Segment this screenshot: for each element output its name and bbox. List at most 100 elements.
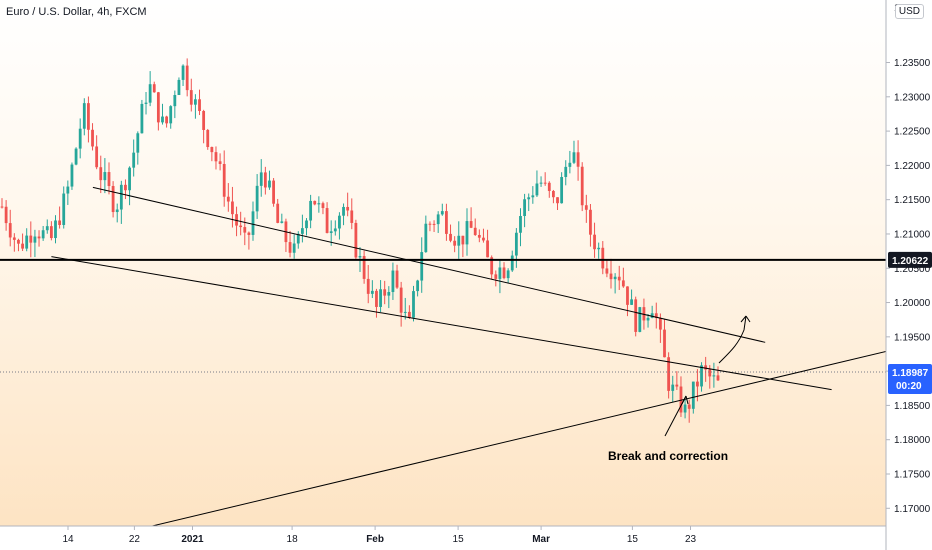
candle-body bbox=[358, 256, 362, 258]
annotation-text: Break and correction bbox=[608, 449, 728, 463]
candle-body bbox=[226, 196, 230, 202]
candle-body bbox=[325, 208, 329, 233]
candle-body bbox=[486, 240, 489, 258]
candle-body bbox=[222, 163, 226, 197]
y-tick-label: 1.21000 bbox=[894, 229, 931, 240]
y-tick-label: 1.23000 bbox=[894, 92, 931, 103]
candle-body bbox=[477, 234, 481, 238]
candle-body bbox=[403, 311, 407, 313]
candle-body bbox=[140, 103, 144, 134]
projection-arrowhead bbox=[740, 315, 751, 323]
candle-body bbox=[630, 299, 633, 305]
countdown-label: 00:20 bbox=[896, 381, 922, 392]
candle-body bbox=[453, 240, 457, 246]
candles bbox=[0, 58, 720, 423]
candle-body bbox=[21, 243, 24, 249]
candle-body bbox=[251, 211, 255, 235]
candle-body bbox=[78, 128, 82, 149]
candle-body bbox=[535, 183, 539, 196]
y-tick-label: 1.20500 bbox=[894, 264, 931, 275]
candle-body bbox=[309, 200, 313, 221]
candle-body bbox=[95, 146, 99, 168]
candle-body bbox=[712, 375, 716, 377]
candle-body bbox=[696, 381, 699, 387]
candle-body bbox=[173, 95, 177, 107]
candle-body bbox=[362, 256, 366, 279]
candle-body bbox=[99, 167, 103, 181]
candle-body bbox=[107, 172, 111, 187]
trendline-ascending-support[interactable] bbox=[67, 335, 932, 547]
candle-body bbox=[527, 197, 531, 200]
candle-body bbox=[152, 84, 156, 93]
candle-body bbox=[58, 220, 62, 225]
candle-body bbox=[321, 203, 325, 209]
candle-body bbox=[449, 233, 452, 241]
candle-body bbox=[667, 357, 671, 391]
candle-body bbox=[354, 222, 358, 258]
candle-body bbox=[428, 223, 432, 225]
candle-body bbox=[231, 201, 234, 215]
y-tick-label: 1.19500 bbox=[894, 332, 931, 343]
x-tick-label: Mar bbox=[532, 534, 550, 545]
candle-body bbox=[679, 386, 683, 413]
candle-body bbox=[288, 242, 292, 253]
candle-body bbox=[181, 65, 185, 80]
candle-body bbox=[103, 172, 107, 181]
candle-body bbox=[506, 270, 510, 279]
candle-body bbox=[383, 289, 387, 296]
candle-body bbox=[45, 226, 49, 231]
candle-body bbox=[255, 185, 259, 212]
candle-body bbox=[700, 365, 703, 387]
time-axis-panel[interactable] bbox=[0, 526, 886, 550]
candle-body bbox=[300, 228, 304, 234]
candle-body bbox=[218, 161, 222, 164]
candle-body bbox=[457, 235, 461, 246]
candle-body bbox=[646, 317, 650, 321]
candle-body bbox=[346, 206, 350, 211]
y-tick-label: 1.22000 bbox=[894, 161, 931, 172]
level-price-tag[interactable] bbox=[888, 251, 932, 268]
candle-body bbox=[292, 243, 296, 253]
candle-body bbox=[375, 290, 378, 307]
currency-badge[interactable]: USD bbox=[894, 4, 924, 19]
candle-body bbox=[313, 200, 317, 205]
candle-body bbox=[580, 166, 584, 206]
candle-body bbox=[210, 147, 214, 153]
current-price-tag[interactable] bbox=[888, 364, 932, 395]
y-tick-label: 1.22500 bbox=[894, 127, 931, 138]
candle-body bbox=[671, 384, 675, 391]
candle-body bbox=[461, 235, 465, 245]
candle-body bbox=[708, 369, 712, 377]
trendline-lower-descending[interactable] bbox=[51, 256, 832, 391]
current-price-label: 1.18987 bbox=[892, 368, 929, 379]
candle-body bbox=[305, 220, 308, 229]
candle-body bbox=[663, 329, 666, 358]
annotation-arrowhead bbox=[681, 395, 689, 405]
x-tick-label: 15 bbox=[453, 534, 465, 545]
candle-body bbox=[399, 287, 403, 313]
candle-body bbox=[589, 209, 592, 235]
y-tick-label: 1.17500 bbox=[894, 469, 931, 480]
candle-body bbox=[272, 180, 275, 204]
candle-body bbox=[704, 365, 708, 370]
candle-body bbox=[119, 184, 123, 210]
candle-body bbox=[342, 206, 345, 216]
trendline-upper-descending[interactable] bbox=[92, 186, 766, 343]
x-tick-label: 2021 bbox=[181, 534, 204, 545]
symbol-title[interactable]: Euro / U.S. Dollar, 4h, FXCM bbox=[6, 6, 147, 18]
price-axis-panel[interactable] bbox=[886, 0, 932, 550]
candle-body bbox=[436, 214, 440, 225]
candle-body bbox=[387, 292, 391, 296]
candle-body bbox=[194, 99, 197, 105]
candle-body bbox=[617, 276, 621, 281]
candle-body bbox=[564, 166, 568, 178]
candle-body bbox=[510, 255, 514, 271]
candle-body bbox=[8, 223, 12, 238]
candle-body bbox=[177, 79, 181, 96]
candle-body bbox=[445, 211, 448, 234]
candle-body bbox=[206, 129, 210, 148]
candle-body bbox=[296, 233, 300, 244]
candle-body bbox=[243, 227, 247, 233]
candle-body bbox=[597, 247, 601, 250]
